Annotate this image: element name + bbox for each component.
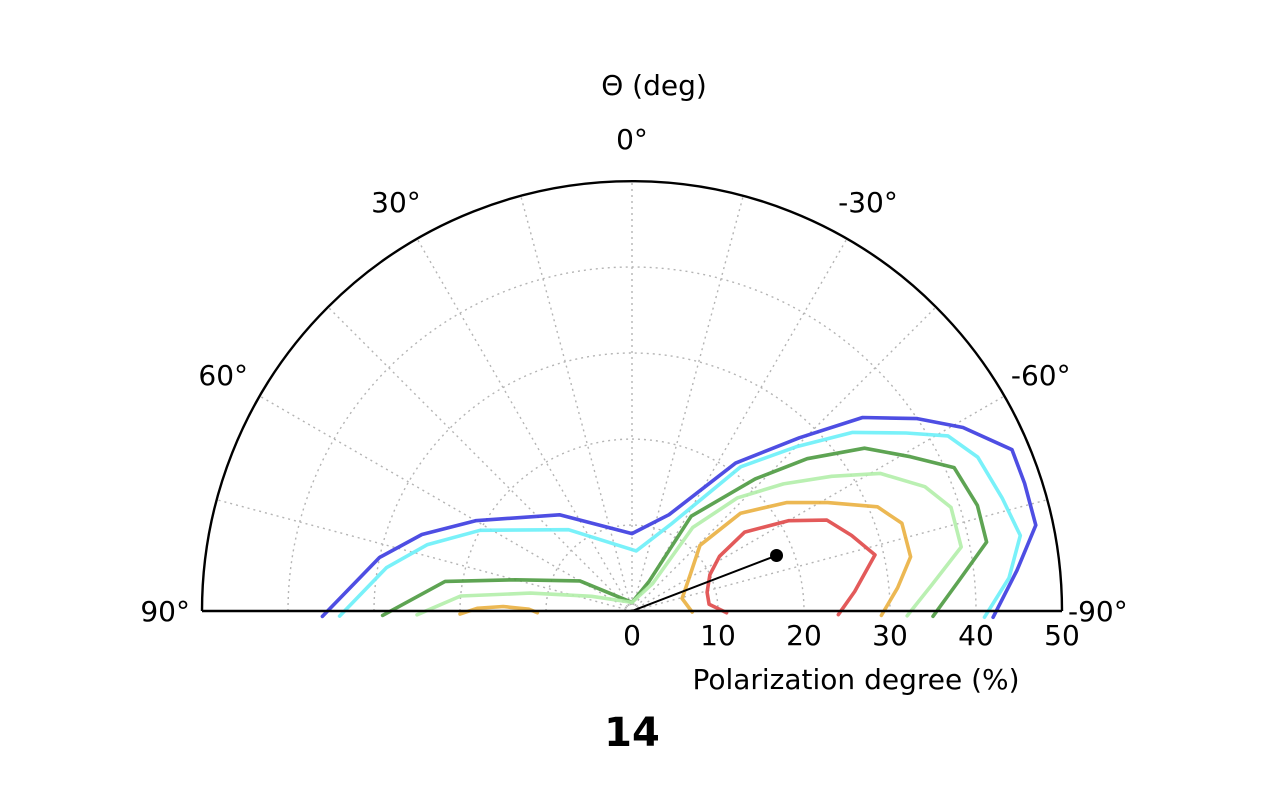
best-fit-marker: [631, 549, 784, 612]
contour-line-1: [320, 415, 1038, 620]
angle-tick-label: 60°: [198, 359, 248, 392]
contour-line-3: [380, 446, 989, 619]
radial-tick-label: 50: [1044, 619, 1080, 652]
grid-circle-20: [459, 438, 805, 612]
angle-tick-label: 90°: [140, 595, 190, 628]
angle-tick-label: -30°: [838, 186, 898, 219]
radial-tick-label: 0: [623, 619, 641, 652]
grid-spoke: [520, 195, 633, 612]
grid-spoke: [416, 238, 633, 612]
angle-tick-label: 30°: [371, 186, 421, 219]
angle-tick-label: 0°: [616, 123, 648, 156]
contour-line-5: [680, 500, 913, 618]
grid-spoke: [259, 395, 633, 612]
angle-tick-label: -60°: [1011, 359, 1071, 392]
polar-grid: [216, 181, 1048, 612]
radial-tick-label: 10: [700, 619, 736, 652]
x-axis-label: Polarization degree (%): [692, 663, 1019, 696]
radial-tick-label: 20: [786, 619, 822, 652]
outer-arc: [200, 179, 1064, 612]
panel-label: 14: [604, 710, 660, 756]
grid-circle-30: [373, 352, 891, 612]
radial-tick-label: 30: [872, 619, 908, 652]
angle-tick-label: -90°: [1068, 595, 1128, 628]
polar-frame: [200, 179, 1064, 613]
grid-spoke: [631, 306, 937, 612]
contour-lines: [320, 415, 1038, 620]
tick-labels: 90° 60° 30° 0° -30° -60° -90° 0 10 20 30 40 50: [140, 123, 1127, 652]
radial-tick-label: 40: [958, 619, 994, 652]
contour-line-2: [337, 430, 1023, 619]
contour-line-7: [705, 518, 877, 617]
best-fit-point: [770, 549, 784, 563]
contour-line-4: [415, 471, 963, 618]
best-fit-line: [631, 554, 777, 612]
grid-circle-10: [545, 524, 719, 612]
chart-title: Θ (deg): [601, 69, 707, 102]
